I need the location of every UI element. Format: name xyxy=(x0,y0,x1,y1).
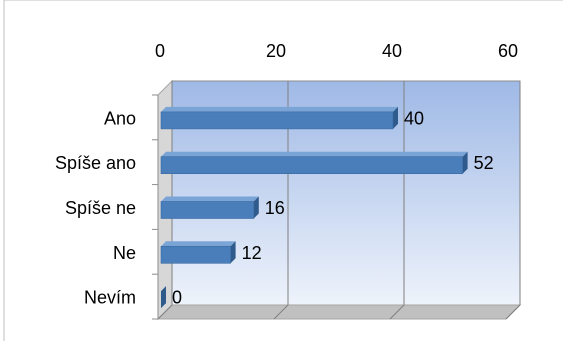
floor-gridline xyxy=(273,304,289,320)
floor-gridline xyxy=(157,304,173,320)
category-label: Ano xyxy=(104,108,136,128)
bar-top-face xyxy=(161,106,398,112)
category-label: Nevím xyxy=(84,288,136,308)
bar xyxy=(160,241,236,264)
bar-front-face xyxy=(160,246,231,264)
bars xyxy=(160,106,468,309)
category-label: Ne xyxy=(113,243,136,263)
data-labels: 40 52 16 12 0 xyxy=(172,108,494,307)
bar-front-face xyxy=(160,156,463,174)
bar xyxy=(160,106,398,130)
bar-side-face xyxy=(230,241,236,264)
bar-top-face xyxy=(161,151,468,157)
x-tick-label: 60 xyxy=(498,41,518,61)
floor xyxy=(156,304,522,320)
category-labels: Ano Spíše ano Spíše ne Ne Nevím xyxy=(55,108,136,307)
bar-front-face xyxy=(160,111,394,130)
bar-side-face xyxy=(161,286,166,309)
x-axis-tick-labels: 0 20 40 60 xyxy=(155,41,518,61)
bar xyxy=(161,286,166,309)
category-label: Spíše ne xyxy=(65,198,136,218)
floor-gridline xyxy=(505,304,521,320)
x-tick-label: 0 xyxy=(155,41,165,61)
x-tick-label: 40 xyxy=(382,41,402,61)
bar-side-face xyxy=(393,106,398,129)
floor-gridline xyxy=(389,304,405,320)
data-label: 40 xyxy=(404,108,424,128)
bar-side-face xyxy=(253,196,259,219)
bar-front-face xyxy=(160,201,255,219)
bar xyxy=(160,196,259,219)
data-label: 52 xyxy=(474,153,494,173)
data-label: 16 xyxy=(265,198,285,218)
category-label: Spíše ano xyxy=(55,153,136,173)
data-label: 12 xyxy=(242,243,262,263)
bar-top-face xyxy=(161,241,236,247)
bar-top-face xyxy=(161,196,259,202)
data-label: 0 xyxy=(172,288,182,308)
x-tick-label: 20 xyxy=(266,41,286,61)
chart-frame xyxy=(3,0,563,341)
bar-side-face xyxy=(462,151,468,174)
bar xyxy=(160,151,468,174)
